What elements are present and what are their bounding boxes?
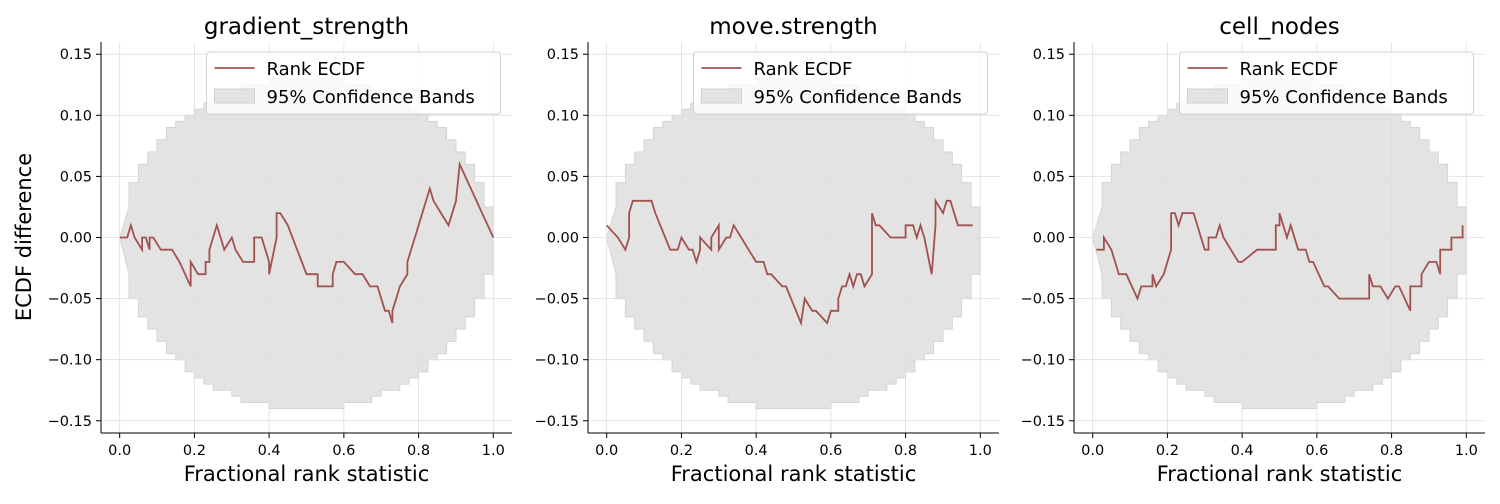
y-axis-label: ECDF difference bbox=[12, 152, 36, 322]
legend: Rank ECDF 95% Confidence Bands bbox=[1179, 51, 1474, 115]
x-axis-label: Fractional rank statistic bbox=[1157, 462, 1403, 486]
y-tick-label: 0.00 bbox=[60, 231, 92, 247]
y-tick-label: −0.15 bbox=[48, 414, 92, 430]
x-tick-label: 0.4 bbox=[745, 443, 768, 459]
legend-box bbox=[1179, 51, 1474, 115]
x-tick-label: 1.0 bbox=[969, 443, 992, 459]
x-tick-label: 0.2 bbox=[670, 443, 693, 459]
y-tick-label: 0.10 bbox=[1033, 108, 1065, 124]
subplot-3: 0.15 0.10 0.05 0.00 −0.05 −0.10 −0.15 0.0 0.2 0.4… bbox=[1021, 14, 1485, 486]
legend-entry-confidence-bands: 95% Confidence Bands bbox=[267, 87, 475, 108]
legend-box bbox=[206, 51, 501, 115]
confidence-band bbox=[1092, 78, 1467, 410]
y-tick-label: 0.05 bbox=[60, 169, 92, 185]
confidence-band bbox=[606, 78, 981, 410]
x-tick-label: 0.6 bbox=[819, 443, 842, 459]
y-tick-label: 0.00 bbox=[547, 231, 579, 247]
y-tick-label: 0.00 bbox=[1033, 231, 1065, 247]
legend-band-swatch bbox=[214, 88, 255, 104]
x-tick-label: 0.4 bbox=[1231, 443, 1254, 459]
subplot-2: 0.15 0.10 0.05 0.00 −0.05 −0.10 −0.15 0.0 0.2 0.4… bbox=[535, 14, 999, 486]
x-tick-label: 0.8 bbox=[407, 443, 430, 459]
legend: Rank ECDF 95% Confidence Bands bbox=[693, 51, 988, 115]
x-tick-label: 1.0 bbox=[1455, 443, 1478, 459]
y-tick-label: −0.15 bbox=[1021, 414, 1065, 430]
x-tick-label: 0.0 bbox=[108, 443, 131, 459]
x-tick-label: 0.4 bbox=[258, 443, 281, 459]
rank-ecdf-line bbox=[119, 160, 495, 324]
rank-ecdf-line bbox=[1096, 212, 1464, 312]
legend-band-swatch bbox=[701, 88, 742, 104]
y-tick-label: −0.05 bbox=[48, 292, 92, 308]
subplot-1: 0.15 0.10 0.05 0.00 −0.05 −0.10 −0.15 0.0 0.2 0.4… bbox=[48, 14, 512, 486]
legend-entry-confidence-bands: 95% Confidence Bands bbox=[754, 87, 962, 108]
x-tick-label: 1.0 bbox=[482, 443, 505, 459]
y-tick-label: −0.10 bbox=[535, 353, 579, 369]
y-tick-label: 0.10 bbox=[547, 108, 579, 124]
legend-box bbox=[693, 51, 988, 115]
rank-ecdf-line bbox=[606, 197, 973, 327]
x-axis-label: Fractional rank statistic bbox=[184, 462, 430, 486]
legend-band-swatch bbox=[1187, 88, 1228, 104]
x-tick-label: 0.0 bbox=[595, 443, 618, 459]
y-tick-label: 0.15 bbox=[60, 47, 92, 63]
subplot-title: move.strength bbox=[709, 14, 877, 40]
y-tick-label: 0.15 bbox=[547, 47, 579, 63]
confidence-band bbox=[119, 78, 494, 410]
y-tick-label: 0.05 bbox=[1033, 169, 1065, 185]
legend-entry-confidence-bands: 95% Confidence Bands bbox=[1240, 87, 1448, 108]
x-axis-label: Fractional rank statistic bbox=[671, 462, 917, 486]
y-tick-label: 0.10 bbox=[60, 108, 92, 124]
x-tick-label: 0.2 bbox=[183, 443, 206, 459]
legend-entry-rank-ecdf: Rank ECDF bbox=[267, 59, 366, 80]
subplot-title: cell_nodes bbox=[1219, 14, 1339, 40]
y-tick-label: −0.05 bbox=[535, 292, 579, 308]
x-tick-label: 0.0 bbox=[1081, 443, 1104, 459]
y-tick-label: −0.10 bbox=[1021, 353, 1065, 369]
legend: Rank ECDF 95% Confidence Bands bbox=[206, 51, 501, 115]
y-tick-label: 0.05 bbox=[547, 169, 579, 185]
y-tick-label: −0.05 bbox=[1021, 292, 1065, 308]
y-tick-label: 0.15 bbox=[1033, 47, 1065, 63]
legend-entry-rank-ecdf: Rank ECDF bbox=[754, 59, 853, 80]
x-tick-label: 0.6 bbox=[1305, 443, 1328, 459]
y-tick-label: −0.10 bbox=[48, 353, 92, 369]
x-tick-label: 0.2 bbox=[1156, 443, 1179, 459]
y-tick-label: −0.15 bbox=[535, 414, 579, 430]
x-tick-label: 0.8 bbox=[894, 443, 917, 459]
x-tick-label: 0.6 bbox=[332, 443, 355, 459]
legend-entry-rank-ecdf: Rank ECDF bbox=[1240, 59, 1339, 80]
x-tick-label: 0.8 bbox=[1380, 443, 1403, 459]
subplot-title: gradient_strength bbox=[204, 14, 409, 40]
